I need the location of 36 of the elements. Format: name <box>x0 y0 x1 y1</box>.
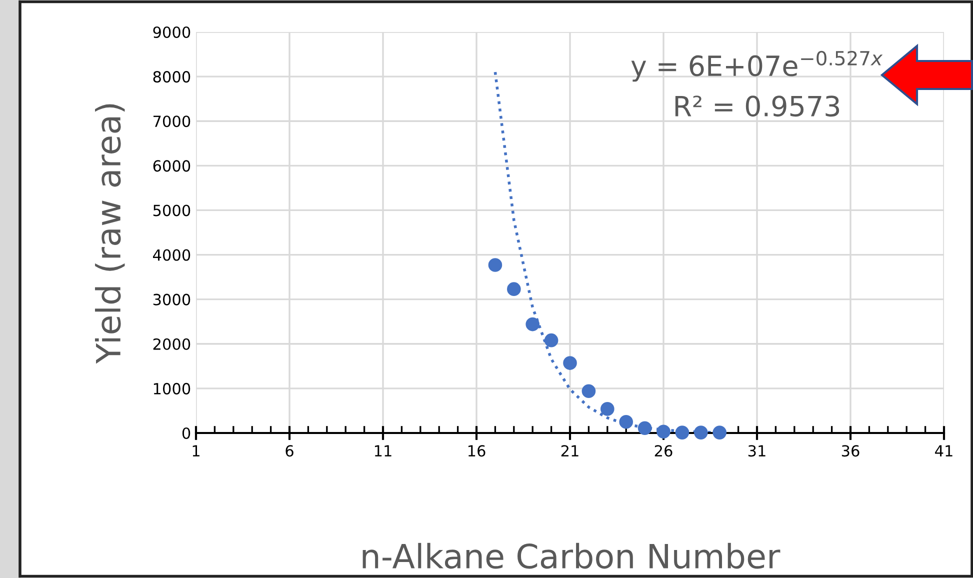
point <box>675 426 690 440</box>
x-tick-label: 31 <box>748 445 766 457</box>
y-tick-label: 8000 <box>153 71 190 83</box>
x-axis-title: n-Alkane Carbon Number <box>362 542 780 569</box>
y-axis-title: Yield (raw area) <box>94 104 125 364</box>
point <box>563 356 577 370</box>
y-tick-label: 4000 <box>153 249 190 261</box>
annotation: y = 6E+07e$^{−0.527x}$ <box>631 50 883 82</box>
x-tick-label: 11 <box>374 445 392 456</box>
annotation: R² = 0.9573 <box>675 96 840 117</box>
y-tick-label: 2000 <box>153 338 190 350</box>
point <box>656 424 670 439</box>
y-tick-label: 0 <box>182 427 190 440</box>
point <box>488 258 502 272</box>
y-tick-label: 7000 <box>154 116 190 128</box>
point <box>582 384 596 398</box>
point <box>506 282 521 296</box>
y-tick-label: 5000 <box>153 204 190 216</box>
y-tick-label: 6000 <box>153 160 190 172</box>
point <box>600 402 614 416</box>
x-tick-label: 6 <box>286 445 294 457</box>
y-tick-label: 3000 <box>153 294 190 306</box>
y-tick-label: 9000 <box>153 26 190 38</box>
point <box>638 421 652 436</box>
y-tick-label: 1000 <box>154 382 190 394</box>
x-tick-label: 21 <box>561 445 578 456</box>
x-tick-label: 16 <box>468 445 486 457</box>
point <box>544 333 558 348</box>
point <box>619 414 634 429</box>
point <box>694 426 708 440</box>
point <box>712 426 727 440</box>
point <box>526 317 540 332</box>
x-tick-label: 26 <box>654 445 672 457</box>
x-tick-label: 36 <box>842 445 860 457</box>
x-tick-label: 1 <box>192 445 200 456</box>
x-tick-label: 41 <box>935 445 952 456</box>
